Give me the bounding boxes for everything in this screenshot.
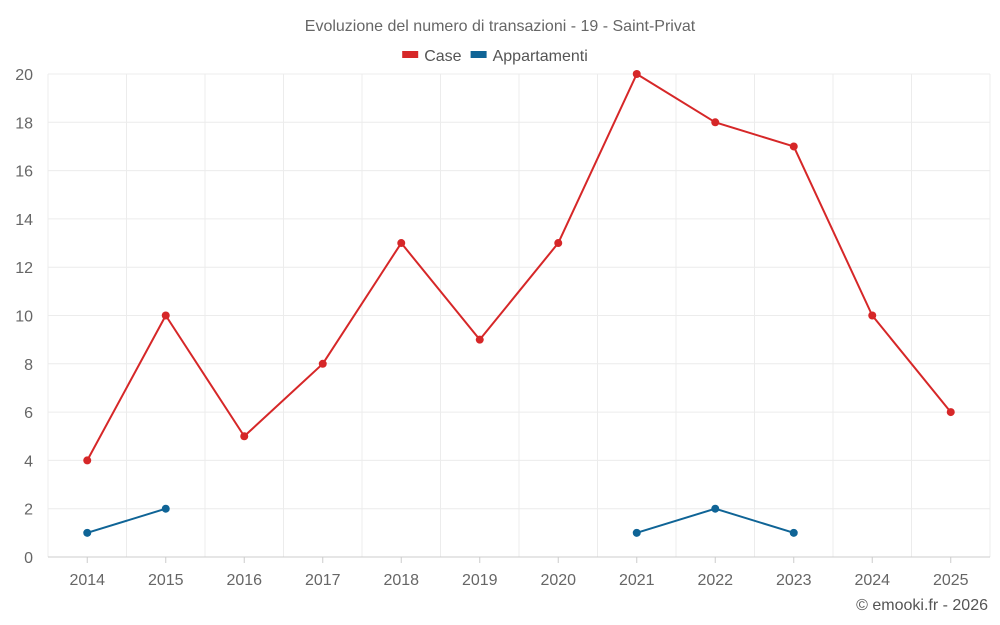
y-tick-label: 12 <box>15 260 33 277</box>
x-tick-label: 2024 <box>854 572 890 589</box>
data-point-1 <box>789 528 798 537</box>
y-tick-label: 6 <box>24 405 33 422</box>
y-tick-label: 0 <box>24 550 33 567</box>
series-line-1 <box>86 507 167 534</box>
legend-swatch <box>470 51 487 58</box>
x-tick-label: 2025 <box>933 572 969 589</box>
legend-label: Appartamenti <box>493 48 588 65</box>
series-line-0 <box>86 73 952 461</box>
data-point-0 <box>240 432 249 441</box>
data-point-0 <box>711 118 720 127</box>
data-point-0 <box>946 408 955 417</box>
y-tick-label: 18 <box>15 115 33 132</box>
legend: Case Appartamenti <box>402 48 588 65</box>
y-tick-label: 2 <box>24 502 33 519</box>
data-point-1 <box>632 528 641 537</box>
x-tick-label: 2019 <box>462 572 498 589</box>
data-point-0 <box>789 142 798 151</box>
data-point-0 <box>318 359 327 368</box>
data-point-0 <box>161 311 170 320</box>
data-point-0 <box>83 456 92 465</box>
x-tick-label: 2018 <box>383 572 419 589</box>
y-tick-label: 20 <box>15 67 33 84</box>
data-point-0 <box>554 239 563 248</box>
x-tick-label: 2015 <box>148 572 184 589</box>
data-point-1 <box>161 504 170 513</box>
y-tick-label: 16 <box>15 164 33 181</box>
axes: 0 2 4 6 8 10 12 14 16 18 20 2014 2015 2016 2017 2018 201… <box>15 67 990 589</box>
data-point-0 <box>632 70 641 78</box>
data-point-0 <box>475 335 484 344</box>
x-tick-label: 2020 <box>540 572 576 589</box>
y-tick-label: 14 <box>15 212 33 229</box>
x-tick-label: 2016 <box>226 572 262 589</box>
x-tick-label: 2017 <box>305 572 341 589</box>
data-point-1 <box>83 528 92 537</box>
credit-text: © emooki.fr - 2026 <box>856 597 988 614</box>
grid <box>47 73 991 557</box>
y-tick-label: 8 <box>24 357 33 374</box>
data-point-0 <box>868 311 877 320</box>
legend-label: Case <box>424 48 461 65</box>
x-tick-label: 2022 <box>697 572 733 589</box>
legend-swatch <box>402 51 419 58</box>
y-tick-label: 10 <box>15 309 33 326</box>
data-point-1 <box>711 504 720 513</box>
x-tick-label: 2021 <box>619 572 655 589</box>
y-tick-label: 4 <box>24 453 33 470</box>
series <box>83 70 955 537</box>
x-tick-label: 2023 <box>776 572 812 589</box>
x-tick-label: 2014 <box>69 572 105 589</box>
chart-title: Evoluzione del numero di transazioni - 1… <box>305 18 696 35</box>
data-point-0 <box>397 239 406 248</box>
